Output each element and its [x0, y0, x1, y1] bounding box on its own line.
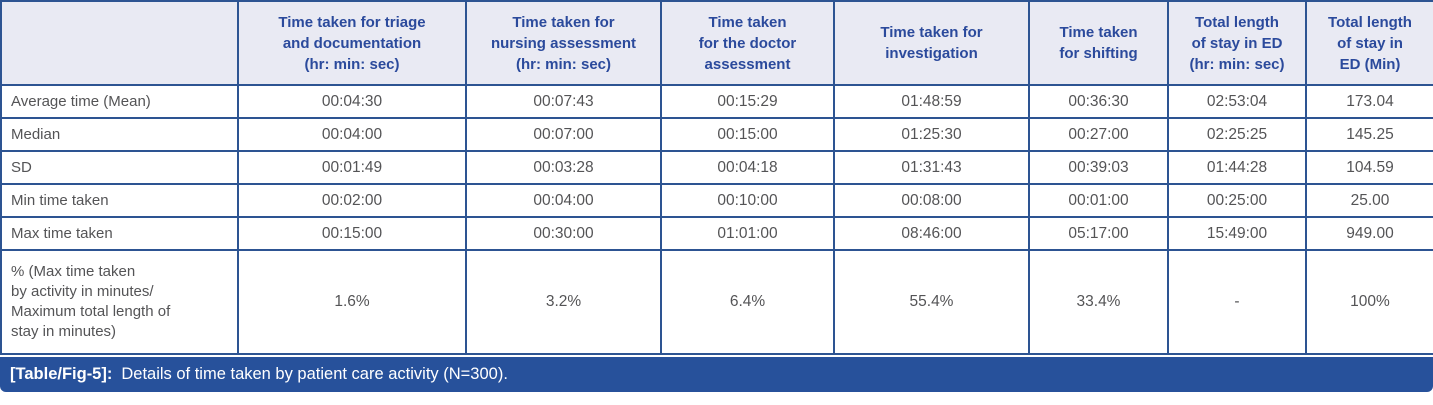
data-cell: 01:48:59: [833, 84, 1030, 119]
row-label: SD: [0, 150, 239, 185]
data-cell: 05:17:00: [1028, 216, 1169, 251]
column-header: Time taken for nursing assessment (hr: m…: [465, 0, 662, 86]
row-label: Median: [0, 117, 239, 152]
data-cell: 00:07:43: [465, 84, 662, 119]
data-cell: 145.25: [1305, 117, 1433, 152]
data-cell: 01:01:00: [660, 216, 835, 251]
data-cell: 00:08:00: [833, 183, 1030, 218]
data-cell: 00:01:00: [1028, 183, 1169, 218]
data-cell: 6.4%: [660, 249, 835, 355]
table-row: SD 00:01:49 00:03:28 00:04:18 01:31:43 00:39:…: [0, 150, 1433, 185]
data-cell: 00:15:00: [237, 216, 467, 251]
data-cell: 02:53:04: [1167, 84, 1307, 119]
row-label: % (Max time taken by activity in minutes…: [0, 249, 239, 355]
data-cell: 3.2%: [465, 249, 662, 355]
column-header: Time taken for shifting: [1028, 0, 1169, 86]
row-label: Min time taken: [0, 183, 239, 218]
data-cell: 25.00: [1305, 183, 1433, 218]
data-cell: 01:25:30: [833, 117, 1030, 152]
data-cell: 00:15:00: [660, 117, 835, 152]
data-cell: 00:03:28: [465, 150, 662, 185]
data-cell: 00:15:29: [660, 84, 835, 119]
data-cell: -: [1167, 249, 1307, 355]
data-cell: 00:10:00: [660, 183, 835, 218]
data-cell: 00:04:30: [237, 84, 467, 119]
corner-header-cell: [0, 0, 239, 86]
caption-tag: [Table/Fig-5]:: [10, 365, 113, 383]
column-header: Time taken for the doctor assessment: [660, 0, 835, 86]
time-taken-table: Time taken for triage and documentation …: [0, 0, 1433, 355]
data-cell: 00:01:49: [237, 150, 467, 185]
data-cell: 00:07:00: [465, 117, 662, 152]
table-body: Average time (Mean) 00:04:30 00:07:43 00:15…: [0, 84, 1433, 355]
row-label: Max time taken: [0, 216, 239, 251]
data-cell: 00:04:18: [660, 150, 835, 185]
data-cell: 00:02:00: [237, 183, 467, 218]
data-cell: 00:25:00: [1167, 183, 1307, 218]
data-cell: 00:30:00: [465, 216, 662, 251]
column-header: Time taken for triage and documentation …: [237, 0, 467, 86]
data-cell: 00:27:00: [1028, 117, 1169, 152]
table-row: Min time taken 00:02:00 00:04:00 00:10:00 00…: [0, 183, 1433, 218]
data-cell: 02:25:25: [1167, 117, 1307, 152]
data-cell: 173.04: [1305, 84, 1433, 119]
table-row: % (Max time taken by activity in minutes…: [0, 249, 1433, 355]
data-cell: 1.6%: [237, 249, 467, 355]
header-row: Time taken for triage and documentation …: [0, 0, 1433, 86]
data-cell: 33.4%: [1028, 249, 1169, 355]
data-cell: 100%: [1305, 249, 1433, 355]
data-cell: 01:44:28: [1167, 150, 1307, 185]
table-row: Median 00:04:00 00:07:00 00:15:00 01:25:30 00…: [0, 117, 1433, 152]
data-cell: 01:31:43: [833, 150, 1030, 185]
data-cell: 00:39:03: [1028, 150, 1169, 185]
column-header: Total length of stay in ED (Min): [1305, 0, 1433, 86]
table-row: Average time (Mean) 00:04:30 00:07:43 00:15…: [0, 84, 1433, 119]
data-cell: 08:46:00: [833, 216, 1030, 251]
row-label: Average time (Mean): [0, 84, 239, 119]
data-cell: 00:04:00: [465, 183, 662, 218]
table-row: Max time taken 00:15:00 00:30:00 01:01:00 08…: [0, 216, 1433, 251]
data-cell: 949.00: [1305, 216, 1433, 251]
data-cell: 15:49:00: [1167, 216, 1307, 251]
column-header: Time taken for investigation: [833, 0, 1030, 86]
data-cell: 00:36:30: [1028, 84, 1169, 119]
data-cell: 00:04:00: [237, 117, 467, 152]
table-caption: [Table/Fig-5]: Details of time taken by …: [0, 357, 1433, 392]
data-cell: 104.59: [1305, 150, 1433, 185]
column-header: Total length of stay in ED (hr: min: sec…: [1167, 0, 1307, 86]
data-cell: 55.4%: [833, 249, 1030, 355]
caption-text: Details of time taken by patient care ac…: [121, 365, 508, 383]
